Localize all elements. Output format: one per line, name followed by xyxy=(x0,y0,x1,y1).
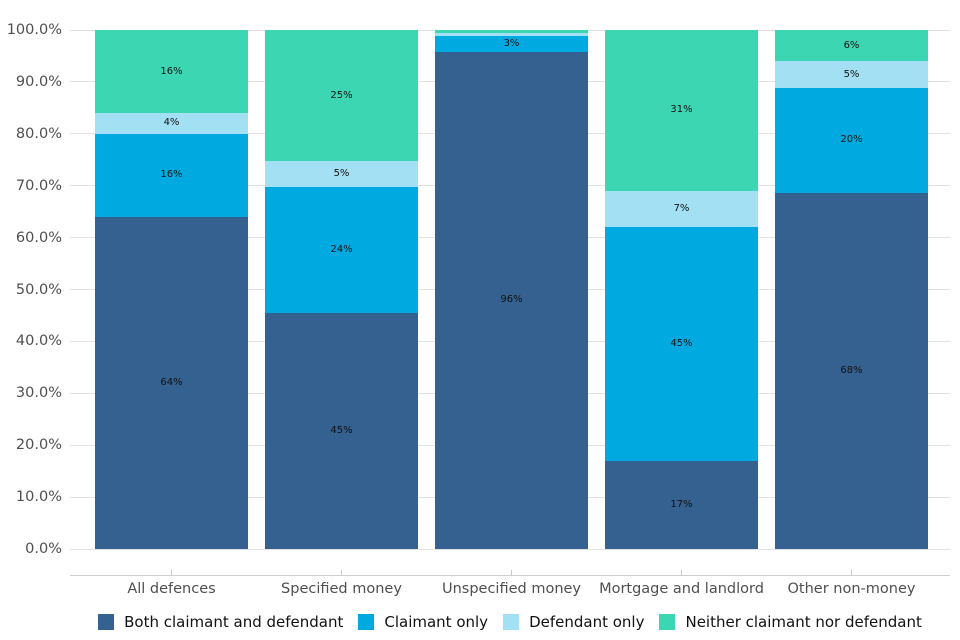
legend-item-both-claimant-and-defendant: Both claimant and defendant xyxy=(98,613,343,631)
bar-segment-defendant-only: 7% xyxy=(605,190,758,228)
x-axis-ticks xyxy=(70,569,950,575)
bar-segment-neither-claimant-nor-defendant xyxy=(435,30,588,34)
bar-segment-label: 6% xyxy=(843,39,860,51)
legend-swatch xyxy=(503,614,520,630)
x-axis-category-label-text: All defences xyxy=(127,581,216,597)
legend-label: Neither claimant nor defendant xyxy=(685,613,922,631)
x-tick-cell xyxy=(605,570,758,575)
bar-specified-money: 45% 24% 5% 25% xyxy=(265,30,418,549)
bar-segment-neither-claimant-nor-defendant: 6% xyxy=(775,30,928,62)
x-axis-tick xyxy=(341,570,342,575)
bar-segment-defendant-only: 5% xyxy=(775,61,928,88)
x-axis-category-label-text: Specified money xyxy=(281,581,402,597)
bar-segment-label: 68% xyxy=(840,364,863,376)
bar-segment-label: 24% xyxy=(330,244,353,256)
x-axis-category-label-text: Unspecified money xyxy=(441,581,582,597)
bar-segment-claimant-only: 20% xyxy=(775,87,928,193)
legend: Both claimant and defendant Claimant only… xyxy=(70,611,950,633)
bar-segment-neither-claimant-nor-defendant: 25% xyxy=(265,30,418,162)
bar-segment-both-claimant-and-defendant: 45% xyxy=(265,313,418,549)
legend-swatch xyxy=(358,614,375,630)
bar-segment-label: 4% xyxy=(163,117,180,129)
y-axis-tick-label: 40.0% xyxy=(15,333,62,350)
x-axis-tick xyxy=(171,570,172,575)
bar-segment-label: 45% xyxy=(330,425,353,437)
x-tick-cell xyxy=(775,570,928,575)
x-axis-category-label-text: Other non-money xyxy=(787,581,916,597)
plot-area: 64% 16% 4% 16% 45% 24% 5% 25% 96% 3% 17% 45% 7% 31% 68… xyxy=(70,30,950,549)
bar-segment-defendant-only xyxy=(435,33,588,37)
x-axis-line xyxy=(70,575,950,576)
bar-segment-neither-claimant-nor-defendant: 31% xyxy=(605,30,758,191)
y-axis-tick-label: 60.0% xyxy=(15,229,62,246)
bar-segment-claimant-only: 3% xyxy=(435,36,588,52)
bar-segment-label: 45% xyxy=(670,338,693,349)
bar-other-non-money: 68% 20% 5% 6% xyxy=(775,30,928,549)
bar-segment-both-claimant-and-defendant: 64% xyxy=(95,216,248,549)
bar-segment-label: 7% xyxy=(673,203,690,215)
bar-segment-claimant-only: 45% xyxy=(605,227,758,461)
y-axis-tick-label: 70.0% xyxy=(15,177,62,194)
bar-segment-both-claimant-and-defendant: 96% xyxy=(435,51,588,549)
bar-segment-label: 31% xyxy=(670,104,693,116)
legend-label: Claimant only xyxy=(384,613,489,631)
bar-segment-both-claimant-and-defendant: 17% xyxy=(605,460,758,549)
gridline xyxy=(70,29,950,31)
x-axis-category-label: Unspecified money xyxy=(435,581,588,597)
y-axis-tick-label: 0.0% xyxy=(25,541,62,557)
bar-segment-neither-claimant-nor-defendant: 16% xyxy=(95,30,248,114)
bar-segment-label: 17% xyxy=(670,498,693,510)
x-axis-category-label: Specified money xyxy=(265,581,418,597)
y-axis-tick-label: 10.0% xyxy=(15,489,62,506)
x-axis-tick xyxy=(511,570,512,575)
x-axis-category-label: Mortgage and landlord xyxy=(599,581,764,597)
bar-segment-label: 16% xyxy=(160,169,183,181)
x-axis-category-label: All defences xyxy=(95,581,248,597)
legend-item-neither-claimant-nor-defendant: Neither claimant nor defendant xyxy=(659,613,922,631)
x-axis-category-label-text: Mortgage and landlord xyxy=(599,581,764,597)
legend-swatch xyxy=(659,614,676,630)
bar-segment-label: 5% xyxy=(333,168,350,180)
y-axis-tick-label: 100.0% xyxy=(6,22,62,38)
y-axis-tick-label: 80.0% xyxy=(15,125,62,142)
legend-swatch xyxy=(98,614,115,630)
bar-segment-claimant-only: 16% xyxy=(95,133,248,217)
bar-all-defences: 64% 16% 4% 16% xyxy=(95,30,248,549)
y-axis-tick-label: 20.0% xyxy=(15,437,62,454)
bar-segment-label: 20% xyxy=(840,134,863,146)
legend-label: Defendant only xyxy=(529,613,645,631)
y-axis-tick-label: 30.0% xyxy=(15,385,62,402)
y-axis-tick-label: 90.0% xyxy=(15,73,62,90)
bar-segment-label: 64% xyxy=(160,376,183,388)
x-tick-cell xyxy=(95,570,248,575)
bar-segment-claimant-only: 24% xyxy=(265,187,418,314)
bar-segment-label: 25% xyxy=(330,89,353,101)
bar-segment-label: 96% xyxy=(500,294,523,306)
bar-segment-label: 5% xyxy=(843,68,860,80)
legend-item-claimant-only: Claimant only xyxy=(358,613,488,631)
x-axis-category-label: Other non-money xyxy=(775,581,928,597)
legend-item-defendant-only: Defendant only xyxy=(503,613,644,631)
x-tick-cell xyxy=(265,570,418,575)
x-tick-cell xyxy=(435,570,588,575)
x-axis-labels: All defences Specified money Unspecified m… xyxy=(70,581,950,597)
bar-segment-label: 3% xyxy=(503,38,520,49)
gridline xyxy=(70,548,950,550)
x-axis-tick xyxy=(851,570,852,575)
x-axis-tick xyxy=(681,570,682,575)
bar-mortgage-and-landlord: 17% 45% 7% 31% xyxy=(605,30,758,549)
bar-segment-label: 16% xyxy=(160,65,183,77)
y-axis-tick-label: 50.0% xyxy=(15,281,62,298)
bar-segment-both-claimant-and-defendant: 68% xyxy=(775,192,928,549)
legend-label: Both claimant and defendant xyxy=(124,613,344,631)
bar-unspecified-money: 96% 3% xyxy=(435,30,588,549)
bar-segment-defendant-only: 5% xyxy=(265,161,418,188)
bar-segment-defendant-only: 4% xyxy=(95,113,248,134)
